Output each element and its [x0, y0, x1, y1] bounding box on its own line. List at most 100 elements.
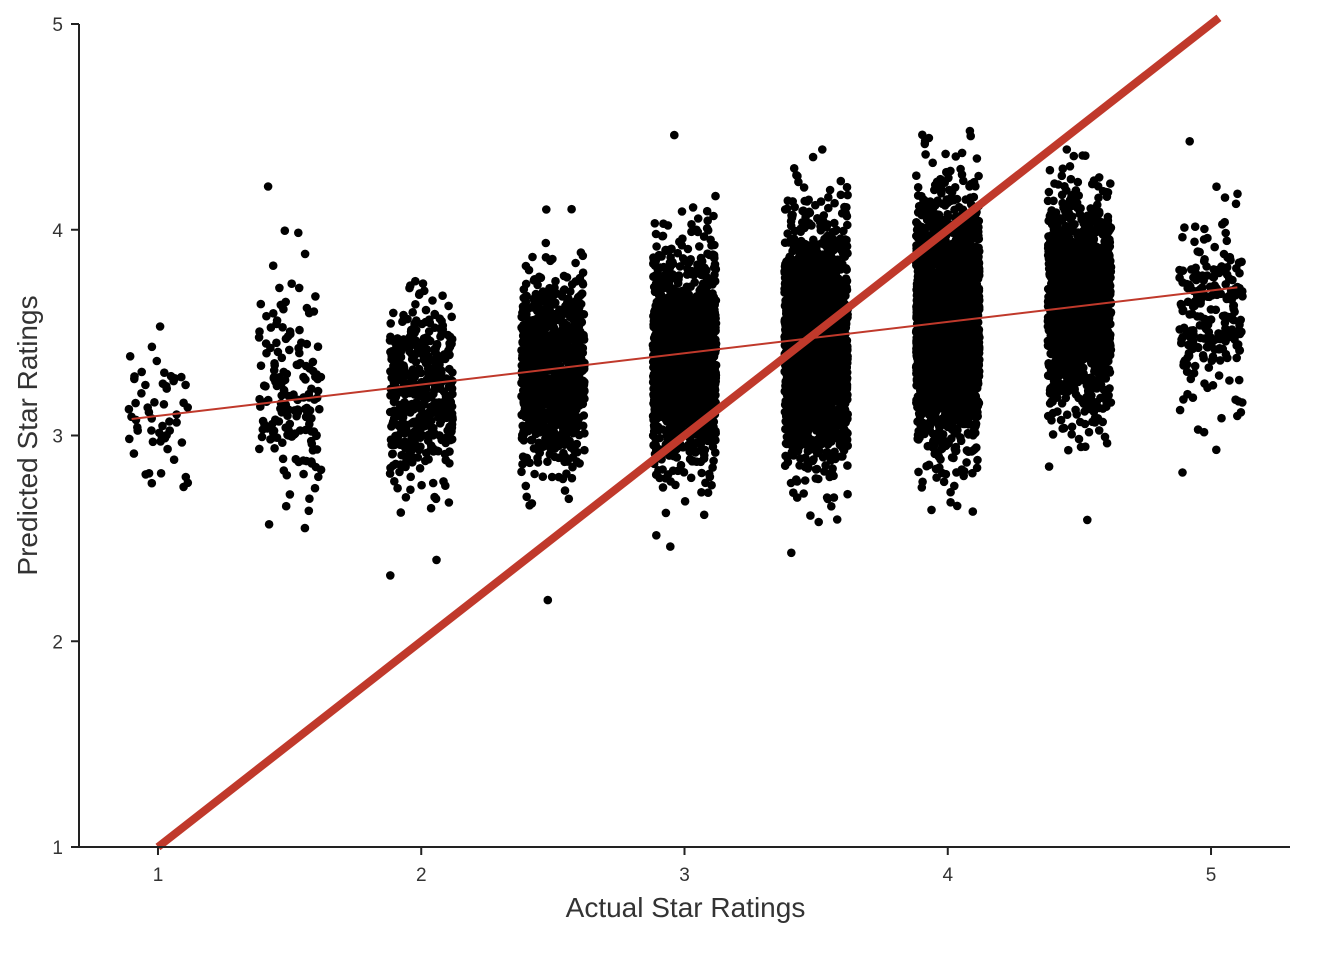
data-point	[421, 305, 431, 315]
data-point	[808, 152, 818, 162]
data-point	[420, 421, 429, 431]
data-point	[425, 315, 434, 325]
data-point	[300, 249, 310, 259]
data-point	[700, 330, 709, 340]
data-point	[316, 465, 326, 475]
data-point	[532, 314, 541, 324]
data-point	[279, 304, 288, 314]
data-point	[799, 489, 808, 498]
data-point	[388, 461, 398, 470]
data-point	[709, 456, 718, 466]
data-point	[541, 314, 551, 323]
data-point	[519, 385, 529, 395]
data-point	[783, 196, 793, 205]
data-point	[696, 439, 706, 449]
data-point	[137, 389, 146, 398]
data-point	[395, 359, 405, 368]
data-point	[661, 415, 671, 424]
data-point	[262, 311, 271, 321]
data-point	[279, 466, 289, 475]
data-point	[272, 338, 281, 348]
data-point	[523, 359, 533, 368]
data-point	[538, 296, 547, 305]
data-point	[550, 421, 560, 430]
data-point	[415, 412, 425, 422]
data-point	[304, 506, 314, 516]
data-point	[413, 453, 423, 462]
data-point	[578, 343, 588, 353]
data-point	[419, 386, 429, 396]
data-point	[255, 327, 264, 336]
data-point	[531, 347, 541, 357]
data-point	[147, 478, 157, 488]
data-point	[652, 344, 662, 353]
data-point	[437, 403, 447, 412]
data-point	[143, 403, 152, 412]
data-point	[677, 207, 687, 216]
data-point	[445, 339, 454, 348]
data-point	[410, 419, 420, 429]
data-point	[272, 319, 281, 329]
data-point	[447, 312, 457, 322]
data-point	[701, 478, 710, 488]
data-point	[281, 400, 291, 410]
data-point	[435, 324, 445, 333]
data-point	[657, 382, 666, 392]
point-group-2	[385, 276, 457, 580]
data-point	[569, 408, 579, 417]
data-point	[131, 415, 141, 425]
data-point	[163, 444, 172, 454]
data-point	[710, 260, 720, 269]
data-point	[696, 353, 705, 362]
data-point	[564, 373, 573, 383]
data-point	[440, 354, 450, 364]
data-point	[390, 477, 399, 486]
data-point	[704, 469, 714, 479]
data-point	[574, 374, 583, 384]
data-point	[578, 268, 588, 278]
data-point	[685, 447, 694, 456]
data-point	[400, 340, 410, 349]
data-point	[255, 394, 264, 404]
data-point	[312, 445, 322, 454]
data-point	[580, 429, 589, 438]
data-point	[522, 407, 531, 417]
data-point	[147, 342, 157, 352]
data-point	[158, 379, 168, 389]
data-point	[444, 498, 454, 507]
data-point	[312, 431, 321, 441]
data-point	[661, 332, 671, 342]
data-point	[571, 440, 581, 449]
data-point	[780, 205, 790, 214]
data-point	[448, 368, 457, 377]
data-point	[165, 426, 174, 435]
data-point	[414, 431, 423, 441]
data-point	[568, 304, 577, 314]
data-point	[650, 261, 660, 271]
data-point	[269, 309, 278, 318]
data-point	[572, 416, 581, 426]
data-point	[129, 449, 139, 458]
data-point	[674, 368, 683, 378]
data-point	[414, 367, 423, 376]
data-point	[401, 462, 410, 472]
data-point	[560, 308, 570, 318]
data-point	[551, 276, 560, 286]
data-point	[547, 472, 557, 482]
data-point	[689, 325, 699, 334]
data-point	[805, 208, 815, 218]
data-point	[673, 278, 683, 288]
data-point	[549, 436, 559, 446]
data-point	[278, 438, 287, 448]
data-point	[651, 229, 661, 239]
data-point	[799, 183, 809, 192]
point-group-2-5	[517, 204, 589, 605]
data-point	[294, 228, 303, 238]
data-point	[533, 458, 543, 467]
data-point	[445, 459, 454, 468]
data-point	[564, 494, 574, 504]
data-point	[677, 398, 686, 408]
data-point	[401, 493, 411, 502]
data-point	[406, 485, 415, 495]
